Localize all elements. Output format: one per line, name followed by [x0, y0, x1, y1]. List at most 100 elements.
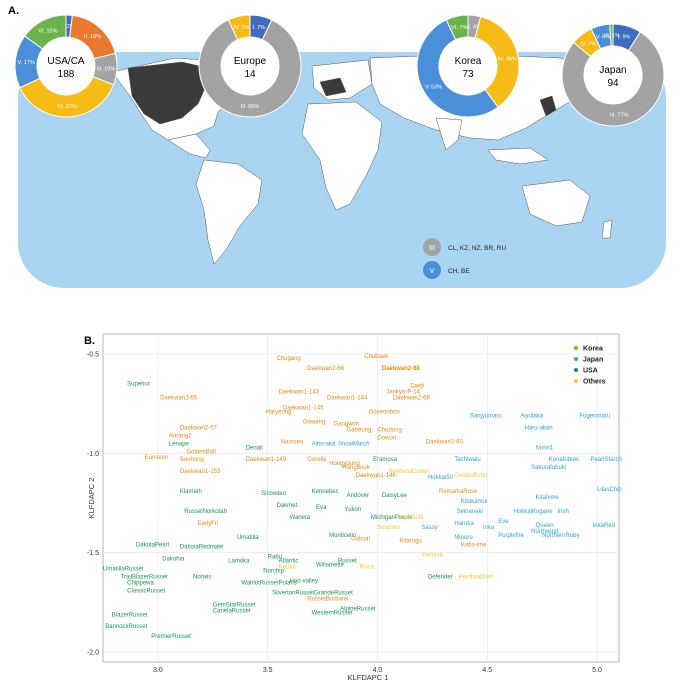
point-label: InkaRed: [593, 523, 615, 529]
point-label: Daekwan2-57: [180, 425, 218, 431]
y-tick-label: -2.0: [87, 650, 99, 657]
chart-legend: Korea Japan USA Others: [574, 346, 606, 386]
donut-segment-label: IV. 36%: [498, 57, 517, 63]
donut-region-name: Europe: [234, 56, 267, 67]
point-label: Sanjyumaru: [470, 413, 502, 419]
point-label: Kitarogu: [399, 539, 421, 545]
point-label: Jankyo-P-14: [386, 390, 420, 396]
map-legend: III CL, KZ, NZ, BR, RU V CH, BE: [423, 238, 506, 279]
x-tick-label: 4.5: [482, 667, 492, 674]
y-tick-label: -1.0: [87, 451, 99, 458]
plot-frame: [102, 333, 620, 663]
point-label: Yukon: [345, 507, 362, 513]
point-label: Sassy: [421, 525, 437, 531]
legend-label: Korea: [583, 346, 603, 353]
donut-segment-label: VI. 15%: [38, 28, 57, 34]
point-label: Andover: [347, 493, 369, 499]
point-label: Minoro: [454, 535, 473, 541]
point-label: Hongbook: [342, 465, 370, 471]
point-label: Rosa: [360, 565, 375, 571]
point-label: Inka: [483, 525, 495, 531]
point-label: Eunseon: [145, 455, 169, 461]
map-se-asia-islands: [487, 147, 549, 165]
point-label: Gorella: [307, 457, 327, 463]
point-label: Chugang: [276, 356, 300, 362]
point-label: UmatillaRusset: [103, 567, 144, 573]
donut-count: 73: [462, 69, 474, 80]
point-label: BlazerRusset: [112, 612, 148, 618]
point-label: Kennebec: [312, 489, 339, 495]
point-label: Defender: [428, 575, 453, 581]
point-label: Tachiwalu: [454, 457, 480, 463]
map-australia: [521, 179, 591, 227]
point-label: PearlStarch: [590, 457, 621, 463]
point-label: Daekwan1-153: [180, 469, 221, 475]
donut-segment-label: IV. 7%: [233, 25, 249, 31]
point-label: Daeji: [410, 384, 424, 390]
donut-count: 94: [607, 78, 619, 89]
donut-segment-label: VI. 7%: [451, 25, 467, 31]
point-label: Snowden: [261, 491, 286, 497]
point-label: Haruka: [454, 521, 474, 527]
point-label: Gawang: [303, 419, 325, 425]
point-label: Gangwon: [334, 421, 360, 427]
point-label: DakotaPearl: [136, 543, 169, 549]
donut-segment-label: III. 77%: [610, 113, 629, 119]
point-label: Daekwan2-68: [393, 396, 431, 402]
point-label: Kobo-ime: [461, 543, 487, 549]
donut-segment-label: V. 17%: [18, 60, 35, 66]
point-label: Denali: [246, 445, 263, 451]
point-label: Daekwan1-149: [246, 457, 287, 463]
donut-region-name: Japan: [599, 65, 626, 76]
legend-swatch: [574, 346, 578, 350]
donut-segment-label: III. 86%: [241, 104, 260, 110]
point-label: Daekwan2-60: [426, 439, 464, 445]
point-label: Haru-akari: [525, 425, 553, 431]
point-label: Gaksal: [351, 537, 370, 543]
point-label: Klamath: [180, 489, 202, 495]
point-label: RussetBurbank: [307, 596, 349, 602]
point-label: Hongyoung: [329, 461, 360, 467]
point-label: Sakurafubuki: [531, 465, 566, 471]
point-label: Gaheung: [347, 427, 372, 433]
scatter-plot: 3.0 3.5 4.0 4.5 5.0-0.5-1.0-1.5-2.0 ChubaekC…: [87, 333, 622, 682]
point-label: Eramosa: [373, 457, 398, 463]
point-label: Hoo-valley: [290, 578, 318, 584]
x-tick-label: 4.0: [373, 667, 383, 674]
donut-usaca: I. 2% II. 19% III. 10% IV. 37% V. 17% VI. 15%…: [14, 14, 118, 118]
map-legend-text: CL, KZ, NZ, BR, RU: [448, 245, 506, 252]
map-usa-highlight: [127, 61, 209, 125]
donut-segment-label: VI. 1%: [604, 33, 620, 39]
point-label: Irish: [558, 509, 569, 515]
legend-label: Japan: [583, 357, 603, 364]
gridlines: [103, 334, 619, 662]
point-label: Eva: [316, 505, 327, 511]
point-label: Namseo: [281, 439, 304, 445]
point-label: Northwind: [531, 529, 558, 535]
point-label: Atlantic: [279, 559, 299, 565]
point-label: ClassicRusset: [127, 588, 165, 594]
point-label: Rabu: [268, 555, 282, 561]
donut-charts: I. 2% II. 19% III. 10% IV. 37% V. 17% VI. 15%…: [14, 14, 665, 127]
point-label: Seohong: [180, 457, 204, 463]
legend-swatch: [574, 368, 578, 372]
point-label: Daekwan2-66: [307, 366, 345, 372]
point-label: PremierRusset: [151, 634, 191, 640]
map-legend-symbol: III: [429, 245, 435, 252]
legend-label: USA: [583, 368, 598, 375]
point-label: Dakmet: [276, 503, 297, 509]
point-label: Daekwan2-88: [382, 366, 421, 372]
map-legend-swatch: [423, 238, 441, 256]
map-india: [435, 117, 463, 151]
donut-region-name: Korea: [455, 56, 482, 67]
point-label: Eve: [498, 519, 509, 525]
point-label: BannockRusset: [105, 624, 147, 630]
point-label: Dakohia: [162, 557, 185, 563]
point-label: Willamette: [316, 563, 345, 569]
point-label: Superior: [127, 382, 150, 388]
point-label: IncaGold: [399, 515, 423, 521]
donut-region-name: USA/CA: [47, 56, 85, 67]
point-label: Russet: [338, 559, 357, 565]
point-label: Waneta: [290, 515, 311, 521]
